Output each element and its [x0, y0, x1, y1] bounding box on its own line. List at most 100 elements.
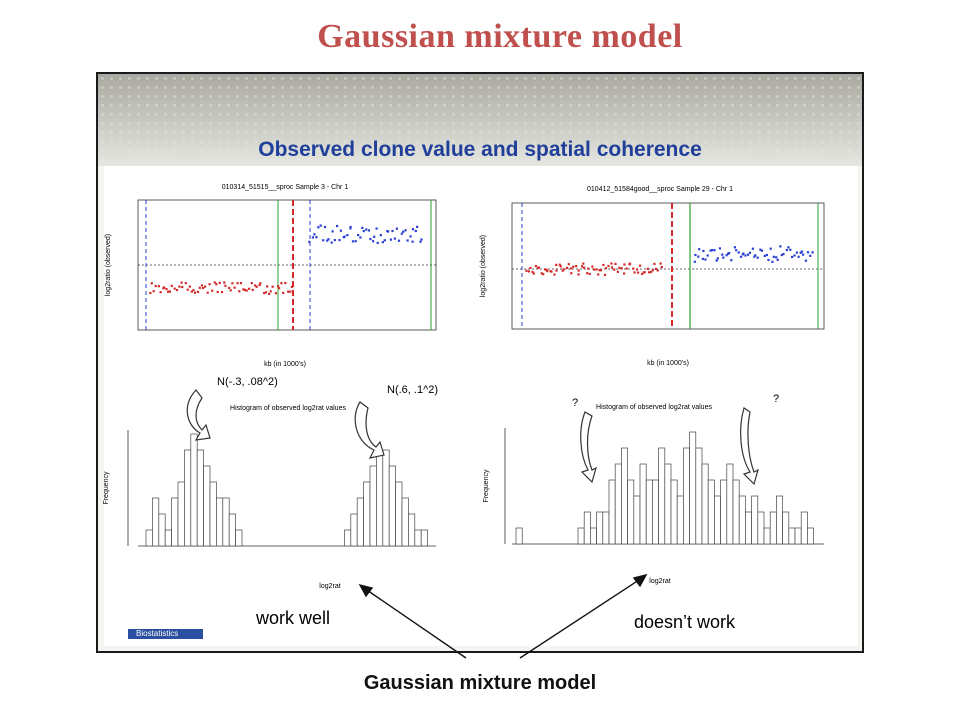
scatter-point — [718, 247, 721, 250]
scatter-point — [789, 248, 792, 251]
hist-bar — [235, 529, 243, 547]
scatter-point — [582, 266, 586, 269]
scatter-point — [646, 267, 649, 270]
scatter-point — [186, 288, 189, 291]
scatter-point — [359, 236, 362, 239]
scatter-point — [154, 284, 157, 288]
scatter-point — [525, 269, 528, 272]
hist-bar — [382, 449, 390, 547]
scatter-point — [694, 253, 697, 257]
scatter-point — [747, 253, 750, 256]
hist-bar — [776, 495, 783, 545]
hist-bar — [414, 529, 422, 547]
hist-bar — [720, 479, 728, 545]
scatter-point — [607, 264, 610, 268]
scatter-point — [223, 281, 226, 284]
scatter-point — [572, 265, 575, 268]
right-arrow-1-icon — [580, 411, 597, 484]
bottom-arrows — [358, 573, 648, 659]
header-texture — [98, 74, 862, 166]
scatter-point — [614, 262, 617, 265]
hist-bar — [614, 463, 622, 545]
left-scatter-title: 010314_51515__sproc Sample 3 - Chr 1 — [222, 184, 349, 191]
scatter-point — [331, 230, 334, 233]
scatter-point — [581, 265, 584, 268]
scatter-point — [157, 285, 160, 288]
scatter-point — [633, 271, 636, 274]
hist-bar — [726, 463, 734, 545]
scatter-point — [379, 234, 382, 237]
scatter-point — [204, 285, 207, 288]
scatter-point — [349, 225, 352, 229]
hist-bar — [714, 495, 721, 545]
scatter-point — [333, 239, 336, 242]
bottom-arrow-right-line — [519, 577, 643, 659]
scatter-point — [362, 230, 365, 233]
scatter-point — [289, 290, 292, 293]
scatter-point — [173, 287, 176, 290]
hist-bar — [633, 495, 641, 545]
scatter-point — [311, 236, 314, 239]
scatter-point — [277, 285, 280, 288]
scatter-point — [383, 239, 386, 242]
scatter-point — [213, 281, 216, 284]
scatter-point — [550, 270, 553, 273]
hist-bar — [732, 479, 740, 545]
hist-bar — [344, 529, 352, 547]
scatter-point — [733, 246, 736, 249]
scatter-point — [697, 255, 700, 258]
scatter-point — [765, 253, 768, 257]
scatter-point — [610, 266, 614, 269]
scatter-point — [623, 263, 626, 266]
hist-bar — [203, 465, 211, 547]
scatter-point — [239, 282, 242, 285]
scatter-point — [196, 290, 200, 293]
scatter-point — [793, 254, 796, 257]
work-well-label: work well — [255, 608, 330, 628]
scatter-point — [313, 233, 316, 236]
scatter-point — [782, 252, 785, 256]
scatter-point — [287, 290, 290, 293]
scatter-point — [753, 255, 756, 258]
left-hist-xlabel: log2rat — [319, 583, 340, 590]
hist-bar — [177, 481, 185, 547]
scatter-point — [280, 282, 283, 285]
scatter-point — [308, 240, 311, 243]
scatter-point — [317, 226, 320, 229]
hist-bar — [420, 529, 428, 547]
scatter-point — [228, 286, 231, 289]
scatter-point — [258, 284, 261, 287]
scatter-point — [586, 272, 589, 275]
scatter-point — [211, 289, 214, 292]
scatter-point — [338, 239, 341, 242]
hist-bar — [408, 513, 416, 547]
scatter-point — [751, 247, 754, 250]
scatter-point — [659, 262, 662, 265]
scatter-point — [184, 282, 187, 285]
scatter-point — [238, 290, 241, 293]
scatter-point — [588, 272, 591, 276]
hist-bar — [388, 465, 396, 547]
hist-bar — [670, 479, 678, 545]
scatter-point — [602, 263, 605, 267]
scatter-point — [167, 290, 170, 293]
scatter-point — [150, 282, 153, 285]
scatter-point — [543, 268, 547, 271]
hist-bar — [676, 495, 684, 545]
scatter-point — [799, 251, 802, 254]
scatter-point — [269, 290, 272, 293]
scatter-point — [365, 228, 368, 231]
scatter-point — [290, 285, 293, 288]
scatter-point — [771, 260, 774, 263]
scatter-point — [215, 283, 218, 286]
scatter-point — [266, 285, 269, 288]
hist-bar — [209, 481, 217, 547]
scatter-point — [322, 239, 325, 242]
scatter-point — [742, 252, 745, 255]
scatter-point — [613, 268, 616, 271]
scatter-point — [806, 251, 810, 254]
hist-bar — [401, 497, 409, 547]
bottom-arrow-left-head-icon — [358, 583, 374, 598]
hist-bar — [738, 495, 746, 545]
scatter-point — [545, 268, 548, 271]
